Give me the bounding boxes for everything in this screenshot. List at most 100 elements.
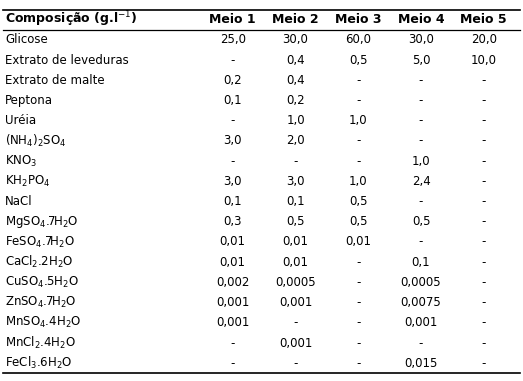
Text: 0,015: 0,015 [404, 357, 438, 370]
Text: 0,5: 0,5 [412, 215, 430, 228]
Text: -: - [482, 215, 486, 228]
Text: -: - [482, 296, 486, 309]
Text: 0,0005: 0,0005 [401, 276, 441, 289]
Text: -: - [419, 235, 423, 248]
Text: FeCl$_3$.6H$_2$O: FeCl$_3$.6H$_2$O [5, 355, 73, 371]
Text: 0,1: 0,1 [223, 94, 242, 107]
Text: Extrato de malte: Extrato de malte [5, 74, 105, 87]
Text: Meio 3: Meio 3 [335, 13, 381, 26]
Text: 30,0: 30,0 [282, 34, 309, 46]
Text: -: - [356, 74, 360, 87]
Text: 0,01: 0,01 [282, 235, 309, 248]
Text: Meio 2: Meio 2 [272, 13, 319, 26]
Text: Meio 1: Meio 1 [209, 13, 256, 26]
Text: -: - [356, 336, 360, 349]
Text: -: - [419, 94, 423, 107]
Text: (NH$_4$)$_2$SO$_4$: (NH$_4$)$_2$SO$_4$ [5, 133, 66, 149]
Text: ZnSO$_4$.7H$_2$O: ZnSO$_4$.7H$_2$O [5, 295, 77, 310]
Text: -: - [356, 357, 360, 370]
Text: -: - [356, 256, 360, 269]
Text: -: - [482, 276, 486, 289]
Text: -: - [482, 175, 486, 188]
Text: -: - [419, 74, 423, 87]
Text: 0,002: 0,002 [216, 276, 249, 289]
Text: 0,001: 0,001 [216, 296, 249, 309]
Text: -: - [482, 155, 486, 168]
Text: KH$_2$PO$_4$: KH$_2$PO$_4$ [5, 174, 51, 189]
Text: -: - [293, 316, 298, 329]
Text: CuSO$_4$.5H$_2$O: CuSO$_4$.5H$_2$O [5, 275, 79, 290]
Text: -: - [419, 114, 423, 127]
Text: -: - [482, 235, 486, 248]
Text: 0,001: 0,001 [279, 336, 312, 349]
Text: 1,0: 1,0 [286, 114, 305, 127]
Text: -: - [356, 276, 360, 289]
Text: -: - [356, 94, 360, 107]
Text: 0,0005: 0,0005 [275, 276, 316, 289]
Text: 0,01: 0,01 [220, 256, 246, 269]
Text: -: - [231, 155, 235, 168]
Text: 1,0: 1,0 [349, 114, 368, 127]
Text: 0,4: 0,4 [286, 54, 305, 67]
Text: -: - [482, 114, 486, 127]
Text: NaCl: NaCl [5, 195, 33, 208]
Text: 1,0: 1,0 [349, 175, 368, 188]
Text: -: - [482, 336, 486, 349]
Text: Meio 4: Meio 4 [397, 13, 445, 26]
Text: -: - [482, 94, 486, 107]
Text: -: - [356, 316, 360, 329]
Text: MnSO$_4$.4H$_2$O: MnSO$_4$.4H$_2$O [5, 315, 82, 330]
Text: 25,0: 25,0 [220, 34, 246, 46]
Text: -: - [419, 336, 423, 349]
Text: Extrato de leveduras: Extrato de leveduras [5, 54, 129, 67]
Text: 1,0: 1,0 [412, 155, 430, 168]
Text: 0,5: 0,5 [349, 54, 368, 67]
Text: Composição (g.l$^{-1}$): Composição (g.l$^{-1}$) [5, 10, 138, 29]
Text: 0,5: 0,5 [349, 215, 368, 228]
Text: -: - [482, 134, 486, 147]
Text: 2,0: 2,0 [286, 134, 305, 147]
Text: 0,01: 0,01 [220, 235, 246, 248]
Text: 0,4: 0,4 [286, 74, 305, 87]
Text: -: - [482, 357, 486, 370]
Text: 0,001: 0,001 [404, 316, 438, 329]
Text: 0,1: 0,1 [412, 256, 430, 269]
Text: -: - [231, 54, 235, 67]
Text: 3,0: 3,0 [223, 175, 242, 188]
Text: -: - [482, 316, 486, 329]
Text: -: - [356, 134, 360, 147]
Text: -: - [231, 336, 235, 349]
Text: -: - [419, 195, 423, 208]
Text: 0,01: 0,01 [282, 256, 309, 269]
Text: -: - [356, 296, 360, 309]
Text: Uréia: Uréia [5, 114, 37, 127]
Text: -: - [482, 74, 486, 87]
Text: MnCl$_2$.4H$_2$O: MnCl$_2$.4H$_2$O [5, 335, 76, 351]
Text: 0,01: 0,01 [345, 235, 371, 248]
Text: 0,5: 0,5 [349, 195, 368, 208]
Text: 0,1: 0,1 [223, 195, 242, 208]
Text: 0,1: 0,1 [286, 195, 305, 208]
Text: Glicose: Glicose [5, 34, 48, 46]
Text: Peptona: Peptona [5, 94, 53, 107]
Text: -: - [482, 256, 486, 269]
Text: Meio 5: Meio 5 [460, 13, 507, 26]
Text: -: - [356, 155, 360, 168]
Text: 3,0: 3,0 [223, 134, 242, 147]
Text: 5,0: 5,0 [412, 54, 430, 67]
Text: -: - [231, 114, 235, 127]
Text: 0,001: 0,001 [279, 296, 312, 309]
Text: 10,0: 10,0 [471, 54, 497, 67]
Text: 2,4: 2,4 [412, 175, 430, 188]
Text: 60,0: 60,0 [345, 34, 371, 46]
Text: 0,5: 0,5 [286, 215, 305, 228]
Text: -: - [293, 357, 298, 370]
Text: 0,2: 0,2 [286, 94, 305, 107]
Text: -: - [231, 357, 235, 370]
Text: 0,0075: 0,0075 [401, 296, 441, 309]
Text: -: - [293, 155, 298, 168]
Text: 30,0: 30,0 [408, 34, 434, 46]
Text: KNO$_3$: KNO$_3$ [5, 154, 38, 169]
Text: FeSO$_4$.7H$_2$O: FeSO$_4$.7H$_2$O [5, 234, 75, 250]
Text: 0,3: 0,3 [223, 215, 242, 228]
